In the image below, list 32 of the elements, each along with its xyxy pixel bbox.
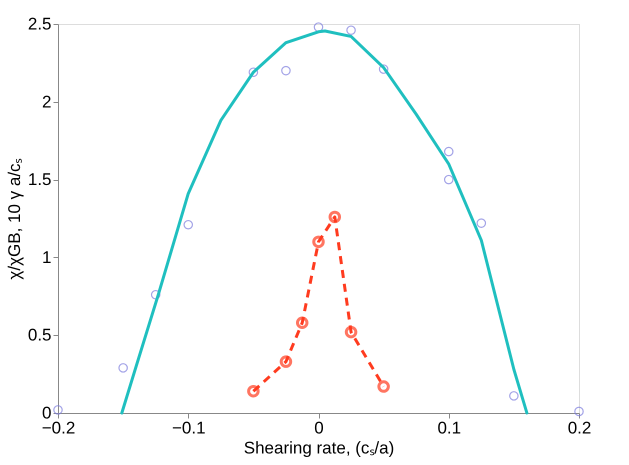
point [346, 25, 356, 35]
point [312, 236, 325, 248]
x-tick-label: 0.1 [437, 418, 462, 438]
y-tick-label: 2 [42, 92, 52, 112]
point [280, 355, 292, 368]
point [281, 66, 291, 76]
point [574, 406, 584, 416]
y-tick-label: 0.5 [28, 326, 52, 345]
point [444, 146, 454, 156]
point [344, 326, 358, 338]
y-axis-title: χ/χGB, 10 γ a/cₛ [4, 158, 24, 280]
point [118, 363, 128, 373]
x-tick-label: 0 [314, 418, 324, 438]
x-tick-label: 0.2 [568, 418, 592, 438]
point [247, 384, 260, 398]
point [377, 380, 390, 393]
point [296, 316, 308, 329]
x-tick-label: −0.1 [172, 418, 206, 438]
x-axis-title: Shearing rate, (cₛ/a) [244, 438, 394, 458]
y-tick-label: 2.5 [28, 14, 52, 34]
point [509, 391, 519, 401]
point [150, 290, 160, 300]
y-tick-label: 1.5 [28, 170, 52, 190]
point [476, 218, 486, 228]
y-tick-label: 1 [42, 248, 52, 267]
line-series [120, 30, 528, 414]
point [328, 210, 342, 224]
point [444, 174, 454, 184]
point [183, 220, 194, 230]
point [314, 22, 324, 32]
point [248, 67, 258, 78]
point [378, 64, 388, 74]
